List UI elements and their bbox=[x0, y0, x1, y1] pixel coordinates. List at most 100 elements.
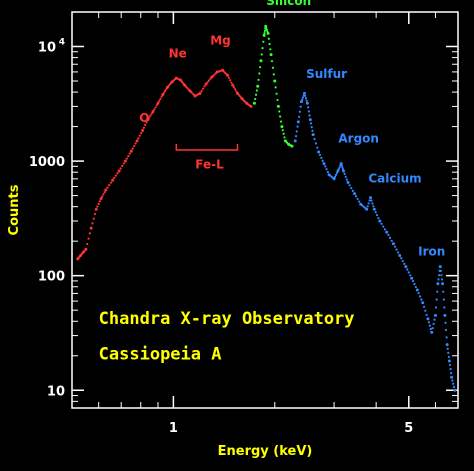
data-point-interp bbox=[230, 81, 233, 84]
data-point-interp bbox=[318, 153, 322, 157]
data-point-interp bbox=[121, 164, 124, 168]
data-point bbox=[438, 265, 442, 269]
data-point-interp bbox=[366, 205, 369, 208]
data-point-interp bbox=[350, 186, 353, 190]
data-point-interp bbox=[309, 122, 313, 125]
element-label: Calcium bbox=[368, 172, 421, 186]
data-point bbox=[332, 177, 336, 181]
data-point-interp bbox=[304, 97, 308, 100]
y-tick-label: 10 bbox=[38, 40, 56, 55]
data-point-interp bbox=[119, 167, 122, 170]
data-point-interp bbox=[370, 199, 373, 202]
data-point-interp bbox=[296, 125, 299, 128]
data-point bbox=[372, 207, 376, 211]
data-point-interp bbox=[114, 174, 117, 177]
data-point bbox=[342, 169, 346, 173]
data-point-interp bbox=[371, 202, 374, 205]
data-point-interp bbox=[436, 290, 439, 293]
data-point bbox=[231, 83, 235, 87]
data-point-interp bbox=[263, 29, 267, 32]
data-point-interp bbox=[345, 178, 348, 181]
data-point-interp bbox=[361, 204, 364, 207]
data-point-interp bbox=[435, 298, 438, 301]
data-point-interp bbox=[294, 135, 298, 138]
data-point bbox=[385, 230, 389, 234]
data-point-interp bbox=[262, 40, 265, 43]
data-point-interp bbox=[446, 347, 449, 350]
data-point-interp bbox=[102, 193, 105, 196]
data-point bbox=[305, 101, 309, 105]
data-point-interp bbox=[406, 268, 409, 271]
data-point-interp bbox=[138, 134, 141, 137]
data-point-interp bbox=[203, 85, 206, 88]
data-point-interp bbox=[98, 200, 101, 203]
series-1 bbox=[252, 24, 294, 148]
data-point-interp bbox=[186, 86, 189, 90]
data-point-interp bbox=[299, 105, 302, 108]
data-point-interp bbox=[260, 53, 263, 56]
data-point-interp bbox=[116, 172, 119, 175]
data-point-interp bbox=[448, 363, 452, 367]
data-point-interp bbox=[395, 248, 398, 251]
data-point-interp bbox=[358, 200, 361, 203]
data-point-interp bbox=[372, 205, 375, 208]
data-point-interp bbox=[150, 112, 153, 115]
data-point-interp bbox=[131, 147, 134, 150]
data-point bbox=[151, 110, 155, 114]
data-point-interp bbox=[279, 120, 283, 123]
data-point-interp bbox=[442, 290, 445, 293]
data-point-interp bbox=[444, 321, 447, 324]
data-point-interp bbox=[278, 110, 281, 113]
data-point-interp bbox=[269, 48, 272, 51]
data-point-interp bbox=[213, 73, 216, 76]
data-point bbox=[443, 313, 447, 317]
data-point-interp bbox=[316, 146, 319, 149]
data-point-interp bbox=[271, 66, 275, 69]
data-point-interp bbox=[106, 186, 109, 189]
data-point-interp bbox=[281, 129, 284, 132]
data-point bbox=[252, 101, 256, 105]
y-axis-title: Counts bbox=[7, 184, 22, 235]
data-point-interp bbox=[259, 66, 262, 69]
data-point-interp bbox=[268, 42, 271, 46]
data-point-interp bbox=[158, 99, 161, 103]
data-point-interp bbox=[304, 94, 307, 97]
data-point-interp bbox=[314, 142, 318, 145]
data-point bbox=[226, 73, 230, 77]
data-point-interp bbox=[310, 126, 313, 129]
data-point-interp bbox=[401, 259, 404, 263]
data-point-interp bbox=[311, 129, 314, 133]
data-point bbox=[398, 253, 402, 257]
data-point-interp bbox=[97, 202, 100, 206]
data-point-interp bbox=[207, 79, 210, 82]
plot-border bbox=[71, 11, 459, 409]
data-point bbox=[410, 276, 414, 280]
data-point-interp bbox=[427, 321, 431, 324]
series-2 bbox=[293, 91, 457, 392]
data-point bbox=[296, 120, 300, 124]
data-point bbox=[111, 178, 115, 182]
data-point-interp bbox=[261, 46, 264, 50]
data-point-interp bbox=[338, 166, 341, 169]
data-point-interp bbox=[149, 114, 152, 117]
data-point-interp bbox=[301, 96, 305, 99]
data-point-interp bbox=[383, 228, 387, 231]
data-point-interp bbox=[142, 126, 145, 129]
data-point bbox=[123, 159, 127, 163]
data-point-interp bbox=[411, 280, 415, 283]
data-point-interp bbox=[275, 92, 278, 95]
data-point bbox=[273, 79, 277, 83]
element-label: O bbox=[139, 111, 149, 125]
data-point bbox=[94, 207, 98, 211]
data-point bbox=[266, 31, 270, 35]
data-point bbox=[302, 91, 306, 95]
data-point-interp bbox=[92, 217, 95, 220]
data-point-interp bbox=[307, 106, 310, 109]
data-point-interp bbox=[437, 274, 441, 277]
data-point-interp bbox=[127, 155, 130, 158]
data-point-interp bbox=[445, 336, 448, 339]
data-point bbox=[415, 288, 419, 292]
data-point-interp bbox=[267, 37, 270, 40]
data-point-interp bbox=[295, 130, 298, 133]
data-point-interp bbox=[232, 86, 235, 89]
